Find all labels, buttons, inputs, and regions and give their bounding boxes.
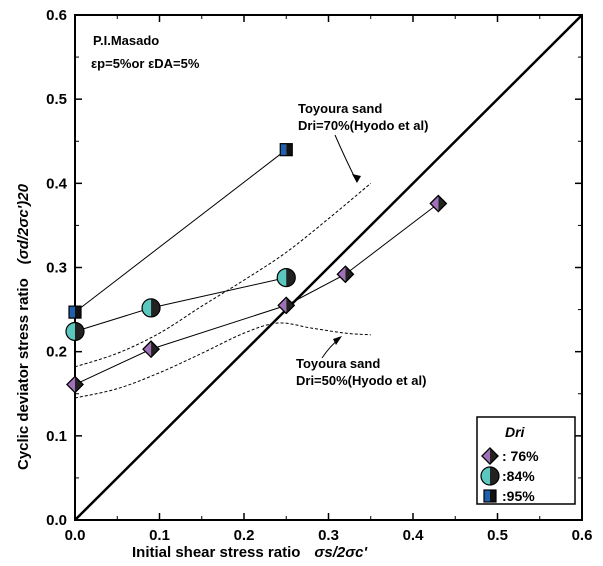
axis-ticks: 0.0 0.1 0.2 0.3 0.4 0.5 0.6 0.0 0.1 0.2 0.3 0.4 0.5 0…: [46, 7, 592, 544]
svg-text:Dri=50%(Hyodo et al): Dri=50%(Hyodo et al): [296, 373, 426, 388]
x-tick-label: 0.0: [65, 527, 86, 544]
series-line-1: [74, 277, 287, 332]
x-tick-label: 0.1: [149, 527, 170, 544]
y-tick-label: 0.5: [46, 91, 67, 108]
legend-marker-1: [480, 466, 500, 486]
svg-text:Dri=70%(Hyodo et al): Dri=70%(Hyodo et al): [298, 118, 428, 133]
x-tick-label: 0.3: [318, 527, 339, 544]
legend-marker-0: [481, 447, 499, 465]
data-point-series-0: [429, 194, 448, 213]
series-line-0: [74, 203, 439, 385]
y-tick-label: 0.6: [46, 7, 67, 24]
curve-label-70-arrowhead: [352, 174, 361, 183]
data-point-series-0: [277, 296, 296, 315]
data-point-series-2: [68, 305, 82, 319]
data-point-series-1: [141, 298, 161, 318]
series-line-2: [74, 149, 287, 313]
data-point-series-0: [336, 265, 355, 284]
data-point-series-0: [66, 375, 84, 394]
annotation-strain: εp=5%or εDA=5%: [91, 56, 200, 71]
reference-line-1to1: [74, 14, 583, 521]
x-tick-label: 0.2: [234, 527, 255, 544]
y-axis-title: Cyclic deviator stress ratio(σd/2σc')20: [15, 183, 32, 470]
reference-curve-0: [74, 182, 372, 368]
legend-label-1: :84%: [502, 468, 535, 484]
data-point-series-2: [279, 143, 293, 157]
legend-label-2: :95%: [502, 488, 535, 504]
legend-label-0: : 76%: [502, 448, 539, 464]
x-tick-label: 0.4: [403, 527, 425, 544]
curve-label-50: Toyoura sand Dri=50%(Hyodo et al): [296, 336, 426, 388]
svg-text:Toyoura sand: Toyoura sand: [296, 356, 380, 371]
reference-curve-1: [74, 322, 371, 399]
x-tick-label: 0.6: [572, 527, 593, 544]
x-tick-label: 0.5: [487, 527, 508, 544]
y-tick-label: 0.0: [46, 512, 67, 529]
curve-label-70: Toyoura sand Dri=70%(Hyodo et al): [298, 101, 428, 183]
data-point-series-1: [276, 268, 296, 288]
y-tick-label: 0.4: [46, 175, 68, 192]
data-point-series-0: [142, 340, 160, 358]
y-tick-label: 0.1: [46, 428, 67, 445]
legend-title: Dri: [505, 424, 526, 440]
data-series: [65, 143, 448, 394]
reference-curves: [74, 14, 583, 521]
y-tick-label: 0.2: [46, 344, 67, 361]
y-tick-label: 0.3: [46, 260, 67, 277]
data-point-series-1: [65, 321, 85, 342]
svg-text:Toyoura sand: Toyoura sand: [298, 101, 382, 116]
legend: Dri : 76% :84% :95%: [476, 416, 576, 505]
x-axis-title: Initial shear stress ratio σs/2σc': [132, 544, 368, 561]
annotation-title: P.I.Masado: [93, 33, 159, 48]
legend-marker-2: [483, 489, 497, 503]
curve-label-50-arrowhead: [333, 336, 342, 345]
